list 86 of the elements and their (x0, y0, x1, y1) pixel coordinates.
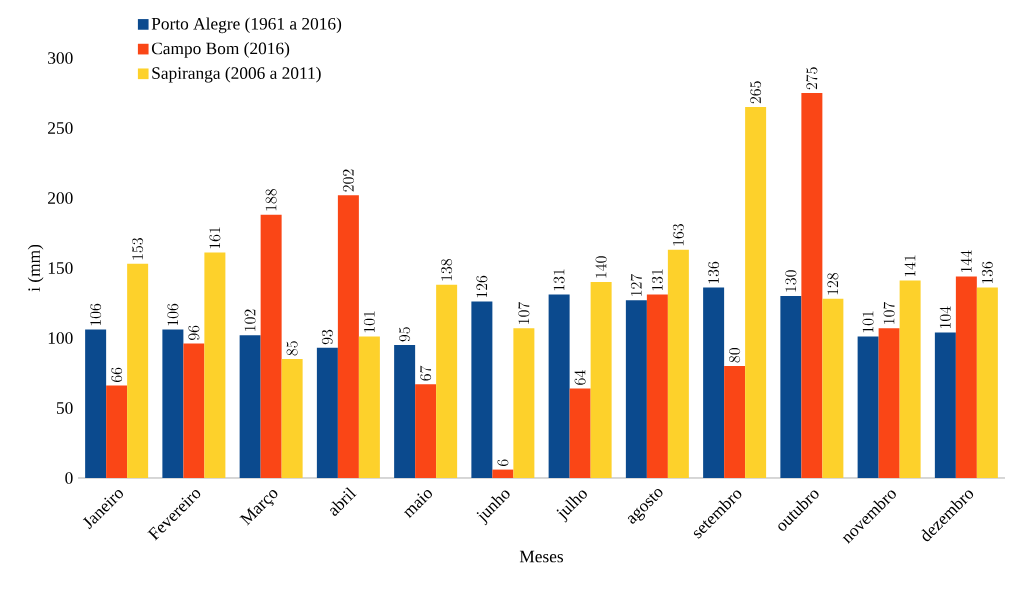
data-label: 144 (960, 250, 972, 272)
bar (316, 347, 338, 478)
bar (337, 195, 359, 478)
data-label: 66 (111, 367, 123, 383)
data-label: 140 (595, 256, 607, 278)
bar (548, 294, 570, 478)
bar (625, 300, 647, 478)
bar (436, 284, 458, 478)
bar (569, 388, 591, 478)
data-label: 106 (167, 303, 179, 326)
bar (239, 335, 261, 478)
bar (127, 263, 149, 478)
y-tick-label: 0 (65, 472, 73, 484)
data-label: 138 (441, 259, 453, 281)
data-label: 95 (399, 327, 411, 342)
bar (878, 328, 900, 478)
y-tick-label: 50 (56, 402, 73, 414)
bar (646, 294, 668, 478)
data-label: 163 (672, 224, 684, 246)
data-label: 141 (904, 255, 916, 277)
bar (934, 332, 956, 478)
data-label: 126 (476, 275, 488, 298)
bar (471, 301, 493, 478)
data-label: 265 (750, 81, 762, 104)
data-label: 104 (939, 306, 951, 328)
bar (780, 295, 802, 478)
y-tick-label: 100 (48, 332, 73, 344)
bar (260, 214, 282, 478)
data-label: 102 (244, 309, 256, 331)
bar (204, 252, 226, 478)
bar (976, 287, 998, 478)
bar (358, 336, 380, 478)
bar (106, 385, 128, 478)
data-label: 85 (286, 341, 298, 356)
data-label: 93 (321, 329, 333, 345)
data-label: 131 (553, 269, 565, 291)
bar (857, 336, 879, 478)
data-label: 6 (497, 459, 509, 467)
data-label: 202 (342, 169, 354, 192)
x-axis-title: Meses (519, 550, 564, 563)
bar (394, 344, 416, 478)
data-label: 101 (862, 311, 874, 333)
data-label: 136 (708, 261, 720, 284)
data-label: 130 (785, 270, 797, 292)
y-tick-label: 250 (48, 122, 73, 134)
x-tick-label: maio (403, 490, 433, 519)
y-axis-title: i (mm) (27, 244, 44, 292)
bar (590, 281, 612, 478)
y-tick-label: 300 (48, 52, 73, 64)
y-tick-label: 150 (48, 262, 73, 274)
data-label: 153 (132, 238, 144, 260)
bar (801, 93, 823, 478)
data-label: 188 (265, 189, 277, 211)
data-label: 275 (806, 67, 818, 90)
data-label: 107 (883, 302, 895, 324)
data-label: 161 (209, 227, 221, 249)
bar (667, 249, 689, 478)
bar (745, 107, 767, 478)
data-label: 64 (574, 370, 586, 385)
x-tick-label: abril (329, 487, 357, 516)
bar (162, 329, 184, 478)
legend-label: Porto Alegre (1961 a 2016) (151, 17, 342, 34)
data-label: 127 (630, 274, 642, 296)
bar (492, 469, 514, 478)
bar (703, 287, 725, 478)
data-label: 67 (419, 365, 432, 381)
data-label: 80 (729, 348, 741, 363)
bar (899, 280, 921, 478)
legend-label: Sapiranga (2006 a 2011) (152, 66, 321, 83)
data-label: 106 (90, 303, 102, 326)
data-label: 101 (363, 311, 375, 333)
legend-label: Campo Bom (2016) (151, 42, 290, 58)
bar (415, 384, 437, 478)
y-tick-label: 200 (48, 192, 73, 204)
bar (724, 365, 746, 478)
bar (822, 298, 844, 478)
data-label: 131 (651, 269, 663, 291)
bar (85, 329, 107, 478)
data-label: 107 (518, 302, 530, 324)
data-label: 136 (981, 261, 993, 284)
data-label: 96 (188, 325, 200, 341)
bar (513, 328, 535, 478)
bar (955, 276, 977, 478)
data-label: 128 (827, 273, 839, 295)
bar (281, 358, 303, 478)
bar (183, 343, 205, 478)
